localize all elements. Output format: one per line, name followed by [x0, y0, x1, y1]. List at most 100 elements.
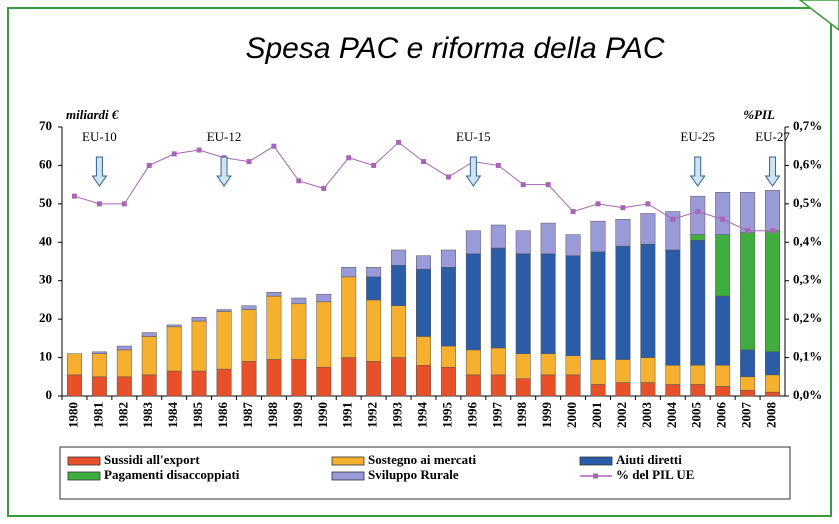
x-tick-label: 1985: [190, 402, 205, 429]
bar: [416, 336, 431, 366]
bar: [640, 243, 656, 358]
x-tick-label: 2006: [714, 402, 729, 429]
y2-tick-label: 0,2%: [793, 310, 822, 325]
legend-swatch: [331, 456, 365, 466]
line-marker: [670, 216, 676, 222]
bar: [715, 192, 731, 235]
line-marker: [371, 162, 377, 168]
y2-tick-label: 0,6%: [793, 156, 822, 171]
bar: [740, 232, 756, 351]
y2-tick-label: 0,4%: [793, 233, 822, 248]
bar: [615, 382, 631, 397]
x-tick-label: 1981: [90, 402, 105, 428]
bar: [66, 353, 82, 376]
annotation: EU-15: [456, 129, 491, 144]
bar: [291, 359, 307, 397]
bar: [515, 253, 531, 354]
bar: [715, 234, 731, 297]
bar: [291, 303, 307, 360]
bar: [665, 211, 681, 251]
line-marker: [146, 162, 152, 168]
y2-tick-label: 0,3%: [793, 272, 822, 287]
x-tick-label: 1980: [65, 402, 80, 428]
bar: [366, 276, 382, 301]
annotation: EU-25: [680, 129, 715, 144]
annotation-arrow: [91, 156, 108, 187]
bar: [465, 349, 481, 376]
bar: [665, 249, 681, 366]
bar: [291, 297, 307, 305]
annotation-arrow: [689, 156, 706, 187]
bar: [266, 359, 282, 397]
y2-axis-label: %PIL: [743, 107, 775, 122]
bar: [391, 249, 407, 266]
bar: [540, 374, 556, 397]
bar: [465, 374, 481, 397]
y-tick-label: 60: [39, 156, 52, 171]
line-marker: [770, 228, 776, 234]
bar: [416, 268, 431, 337]
x-tick-label: 1997: [489, 402, 504, 429]
bar: [715, 365, 731, 387]
line-marker: [396, 139, 402, 145]
annotation: EU-27: [755, 129, 790, 144]
annotation-arrow: [764, 156, 781, 187]
line-marker: [246, 159, 252, 165]
bar: [565, 234, 581, 256]
x-tick-label: 2000: [564, 402, 579, 428]
corner: [798, 0, 839, 31]
annotation-arrow: [465, 156, 482, 187]
x-tick-label: 2005: [689, 402, 704, 429]
bar: [490, 374, 506, 397]
bar: [440, 249, 456, 268]
annotation: EU-10: [82, 129, 117, 144]
bar: [765, 391, 781, 397]
bar: [391, 265, 407, 306]
bar: [141, 336, 157, 376]
legend-swatch: [67, 471, 101, 481]
bar: [490, 224, 506, 249]
line-marker: [545, 182, 551, 188]
bar: [241, 309, 257, 362]
bar: [440, 267, 456, 347]
bar: [740, 349, 756, 378]
bar: [266, 291, 282, 297]
legend-label: Sviluppo Rurale: [368, 467, 459, 482]
x-tick-label: 1982: [115, 402, 130, 428]
legend-label: Sostegno ai mercati: [368, 452, 476, 467]
frame: [7, 7, 832, 517]
x-tick-label: 2008: [764, 402, 779, 429]
bar: [66, 374, 82, 397]
y2-tick-label: 0,7%: [793, 118, 822, 133]
bar: [765, 374, 781, 393]
bar: [615, 245, 631, 360]
bar: [191, 370, 207, 397]
bar: [690, 240, 706, 366]
y-tick-label: 70: [39, 118, 52, 133]
line-marker: [495, 162, 501, 168]
bar: [690, 384, 706, 397]
y-tick-label: 20: [39, 310, 52, 325]
bar: [665, 365, 681, 385]
bar: [241, 361, 257, 397]
bar: [490, 347, 506, 376]
x-tick-label: 2001: [589, 402, 604, 428]
bar: [640, 382, 656, 397]
x-tick-label: 1996: [464, 402, 479, 429]
bar: [640, 213, 656, 245]
legend-swatch: [331, 471, 365, 481]
bar: [391, 305, 407, 358]
bar: [216, 368, 232, 397]
bar: [366, 267, 382, 278]
line-marker: [346, 155, 352, 161]
annotation-arrow: [216, 156, 233, 187]
x-tick-label: 1989: [290, 402, 305, 429]
bar: [191, 316, 207, 322]
x-tick-label: 1984: [165, 402, 180, 429]
x-tick-label: 1991: [340, 402, 355, 428]
bar: [565, 374, 581, 397]
line-marker: [695, 209, 701, 215]
line-marker: [445, 174, 451, 180]
bar: [440, 345, 456, 368]
